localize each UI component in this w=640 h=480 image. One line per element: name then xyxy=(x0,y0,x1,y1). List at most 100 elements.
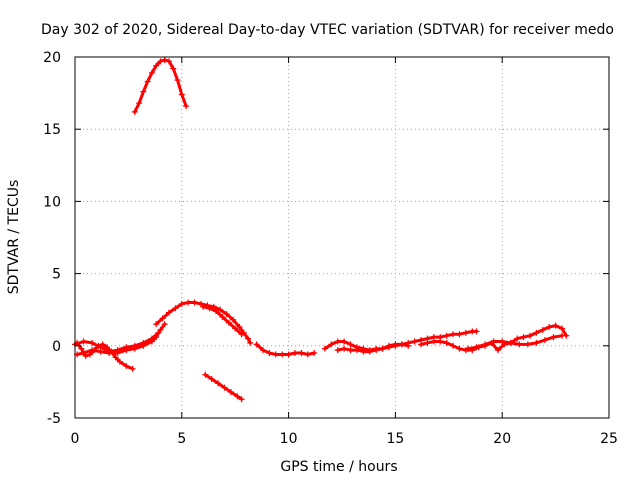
data-point xyxy=(411,338,418,345)
data-point xyxy=(552,322,559,329)
data-point xyxy=(183,103,190,110)
data-point xyxy=(424,339,431,346)
data-point xyxy=(89,347,96,354)
data-point xyxy=(234,393,241,400)
data-point xyxy=(123,363,130,370)
data-point xyxy=(514,335,521,342)
data-point xyxy=(97,344,104,351)
data-point xyxy=(304,351,311,358)
x-tick-label: 15 xyxy=(386,431,404,447)
data-point xyxy=(473,344,480,351)
data-point xyxy=(450,342,457,349)
series-line xyxy=(203,373,244,401)
series-arc-3 xyxy=(74,321,168,358)
data-point xyxy=(89,339,96,346)
data-point xyxy=(347,341,354,348)
data-point xyxy=(341,345,348,352)
y-tick-label: 10 xyxy=(43,194,61,210)
series-layer xyxy=(72,56,570,403)
data-point xyxy=(456,345,463,352)
data-point xyxy=(539,326,546,333)
data-point xyxy=(366,348,373,355)
data-point xyxy=(405,342,412,349)
series-arc-7 xyxy=(202,371,245,403)
data-point xyxy=(533,329,540,336)
data-point xyxy=(360,348,367,355)
data-point xyxy=(170,65,177,72)
data-point xyxy=(157,58,164,65)
data-point xyxy=(298,350,305,357)
x-tick-label: 20 xyxy=(493,431,511,447)
data-point xyxy=(223,311,230,318)
data-point xyxy=(212,308,219,315)
data-point xyxy=(238,396,245,403)
data-point xyxy=(430,338,437,345)
data-point xyxy=(78,345,85,352)
series-arc-1 xyxy=(131,56,190,115)
data-point xyxy=(450,331,457,338)
series-line xyxy=(466,334,564,351)
data-point xyxy=(191,299,198,306)
data-point xyxy=(155,329,162,336)
data-point xyxy=(334,347,341,354)
data-point xyxy=(230,316,237,323)
data-point xyxy=(494,347,501,354)
series-arc-4 xyxy=(72,329,162,355)
data-point xyxy=(328,341,335,348)
tick-layer: 0 5 10 15 20 25 -5 0 5 10 15 20 xyxy=(43,50,618,447)
data-point xyxy=(221,384,228,391)
data-point xyxy=(473,328,480,335)
series-arc-10 xyxy=(334,341,412,355)
data-point xyxy=(116,358,123,365)
data-point xyxy=(272,351,279,358)
data-point xyxy=(443,339,450,346)
y-tick-label: 5 xyxy=(52,267,61,283)
data-point xyxy=(165,309,172,316)
grid-layer xyxy=(75,57,609,418)
data-point xyxy=(129,365,136,372)
data-point xyxy=(200,303,207,310)
data-point xyxy=(131,342,138,349)
data-point xyxy=(153,321,160,328)
data-point xyxy=(507,339,514,346)
y-tick-label: 15 xyxy=(43,122,61,138)
y-tick-label: 0 xyxy=(52,339,61,355)
data-point xyxy=(398,341,405,348)
data-point xyxy=(80,338,87,345)
series-arc-6 xyxy=(200,303,245,338)
data-point xyxy=(153,62,160,69)
data-point xyxy=(465,345,472,352)
data-point xyxy=(232,325,239,332)
data-point xyxy=(292,350,299,357)
data-point xyxy=(245,335,252,342)
data-point xyxy=(373,347,380,354)
chart-title: Day 302 of 2020, Sidereal Day-to-day VTE… xyxy=(41,22,614,38)
data-point xyxy=(379,345,386,352)
data-point xyxy=(219,313,226,320)
data-point xyxy=(490,338,497,345)
data-point xyxy=(482,341,489,348)
data-point xyxy=(311,350,318,357)
data-point xyxy=(353,347,360,354)
data-point xyxy=(334,338,341,345)
data-point xyxy=(550,334,557,341)
data-point xyxy=(516,341,523,348)
data-point xyxy=(253,341,260,348)
data-point xyxy=(140,339,147,346)
series-arc-8 xyxy=(253,341,318,358)
data-point xyxy=(140,88,147,95)
series-arc-11 xyxy=(418,322,570,354)
data-point xyxy=(161,56,168,63)
data-point xyxy=(86,351,93,358)
data-point xyxy=(114,347,121,354)
data-point xyxy=(541,337,548,344)
series-arc-5 xyxy=(153,299,254,346)
data-point xyxy=(341,338,348,345)
x-axis-label: GPS time / hours xyxy=(280,459,397,475)
data-point xyxy=(123,344,130,351)
series-arc-12 xyxy=(465,332,566,352)
data-point xyxy=(559,325,566,332)
data-point xyxy=(347,347,354,354)
data-point xyxy=(462,329,469,336)
data-point xyxy=(236,324,243,331)
